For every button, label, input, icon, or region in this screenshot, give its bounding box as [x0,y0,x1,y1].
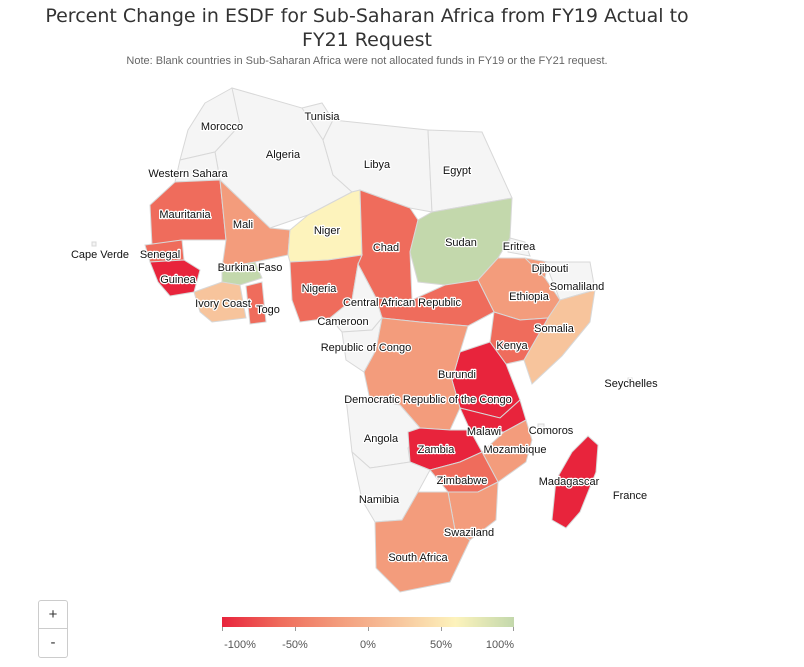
zoom-in-button[interactable]: + [48,606,58,623]
label-togo: Togo [256,304,280,316]
legend-tick-label: -100% [224,639,256,651]
label-western-sahara: Western Sahara [148,168,228,180]
label-burkina-faso: Burkina Faso [218,262,283,274]
legend-tick [295,627,296,631]
legend-tick-label: -50% [282,639,308,651]
label-morocco: Morocco [201,121,243,133]
map-title: Percent Change in ESDF for Sub-Saharan A… [0,4,734,52]
label-madagascar: Madagascar [539,476,600,488]
label-malawi: Malawi [467,426,501,438]
country-cape-verde[interactable] [91,241,97,247]
legend-tick-label: 0% [360,639,376,651]
label-mauritania: Mauritania [159,209,211,221]
label-niger: Niger [314,225,341,237]
country-burkina-faso[interactable] [221,261,263,286]
label-ethiopia: Ethiopia [509,291,550,303]
label-swaziland: Swaziland [444,527,494,539]
label-cape-verde: Cape Verde [71,249,129,261]
country-france[interactable] [627,491,633,497]
country-south-africa[interactable] [374,491,471,593]
label-somalia: Somalia [534,323,575,335]
label-republic-of-congo: Republic of Congo [321,342,412,354]
label-nigeria: Nigeria [302,283,338,295]
country-comoros[interactable] [537,423,545,431]
label-algeria: Algeria [266,149,301,161]
label-zimbabwe: Zimbabwe [437,475,488,487]
legend-tick-label: 100% [485,639,515,651]
label-ivory-coast: Ivory Coast [195,298,251,310]
country-eritrea[interactable] [507,237,531,257]
label-kenya: Kenya [496,340,528,352]
label-egypt: Egypt [443,165,471,177]
title-line-1: Percent Change in ESDF for Sub-Saharan A… [45,5,689,27]
label-tunisia: Tunisia [304,111,340,123]
label-libya: Libya [364,159,391,171]
label-mali: Mali [233,219,253,231]
label-burundi: Burundi [438,369,476,381]
label-guinea: Guinea [160,274,196,286]
label-chad: Chad [373,242,399,254]
label-zambia: Zambia [418,444,456,456]
label-seychelles: Seychelles [604,378,658,390]
label-south-africa: South Africa [388,552,448,564]
label-mozambique: Mozambique [484,444,547,456]
country-togo[interactable] [245,281,267,325]
country-ivory-coast[interactable] [193,281,247,323]
legend-tick [513,627,514,631]
zoom-out-button[interactable]: - [39,628,67,656]
label-central-african-republic: Central African Republic [343,297,462,309]
label-angola: Angola [364,433,399,445]
country-labels: Morocco Tunisia Algeria Libya Egypt Western S… [70,110,660,566]
label-france: France [613,490,647,502]
legend-tick [441,627,442,631]
legend-tick [222,627,223,631]
country-madagascar[interactable] [551,435,599,529]
label-djibouti: Djibouti [532,263,569,275]
label-senegal: Senegal [140,249,180,261]
country-regions[interactable] [91,87,633,593]
legend-color-bar [222,617,514,627]
country-mali[interactable] [219,178,291,269]
color-legend: -100% -50% 0% 50% 100% [222,617,514,657]
map-note: Note: Blank countries in Sub-Saharan Afr… [126,55,608,67]
zoom-control: + - [38,600,68,658]
legend-tick [368,627,369,631]
label-cameroon: Cameroon [317,316,368,328]
label-namibia: Namibia [359,494,400,506]
label-eritrea: Eritrea [503,241,536,253]
label-comoros: Comoros [529,425,574,437]
country-seychelles[interactable] [627,377,633,383]
label-democratic-republic-of-the-congo: Democratic Republic of the Congo [344,394,512,406]
legend-tick-label: 50% [429,639,453,651]
title-line-2: FY21 Request [302,29,432,51]
label-somaliland: Somaliland [550,281,604,293]
label-sudan: Sudan [445,237,477,249]
